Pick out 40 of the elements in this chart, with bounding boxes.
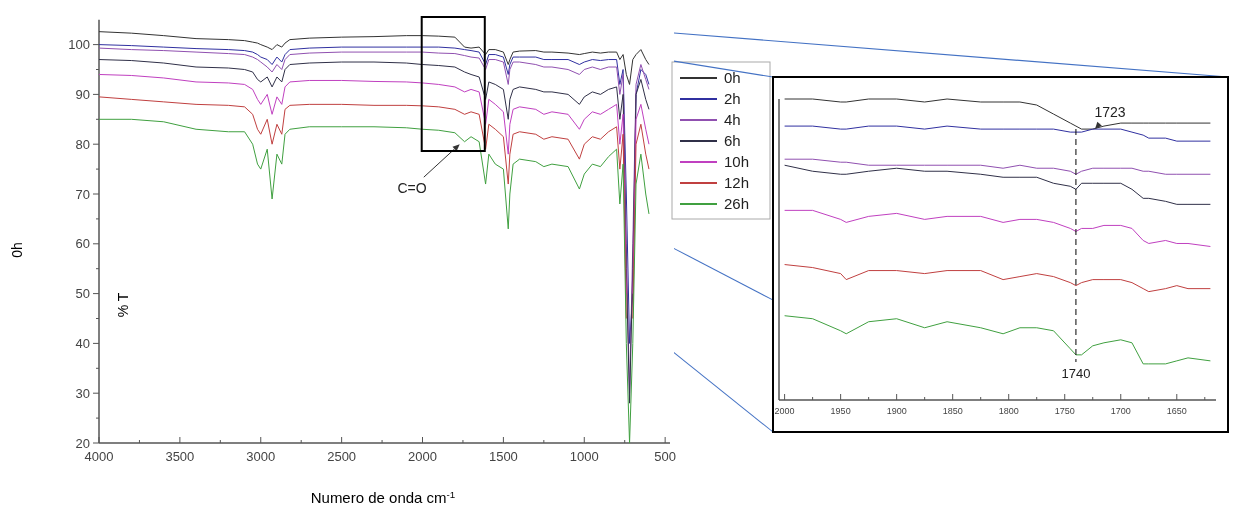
y-tick-label: 30 <box>75 385 90 401</box>
legend-label: 6h <box>724 132 741 150</box>
annotation: % T <box>115 292 131 318</box>
x-tick-label: 3500 <box>165 449 195 464</box>
x-tick-label: 1650 <box>1166 406 1187 416</box>
annotation: 1723 <box>1094 104 1126 120</box>
x-tick-label: 2000 <box>774 406 795 416</box>
legend-label: 2h <box>724 90 741 108</box>
legend-label: 4h <box>724 111 741 129</box>
y-tick-label: 50 <box>75 286 90 302</box>
x-tick-label: 2500 <box>327 449 357 464</box>
line-series <box>98 31 650 85</box>
y-tick-label: 60 <box>75 236 90 252</box>
x-tick-label: 1800 <box>998 406 1019 416</box>
x-tick-label: 2000 <box>408 449 437 464</box>
x-tick-label: 500 <box>654 449 676 464</box>
x-tick-label: 4000 <box>84 449 114 464</box>
x-tick-label: 3000 <box>246 449 276 464</box>
y-tick-label: 70 <box>75 186 90 202</box>
x-tick-label: 1850 <box>942 406 963 416</box>
x-tick-label: 1500 <box>488 449 518 464</box>
y-tick-label: 20 <box>75 435 90 451</box>
x-tick-label: 1950 <box>830 406 851 416</box>
legend-label: 0h <box>724 69 741 87</box>
x-tick-label: 1700 <box>1110 406 1131 416</box>
legend-label: 10h <box>724 153 750 171</box>
x-tick-label: 1750 <box>1054 406 1075 416</box>
x-axis-title: Numero de onda cm$^{-1}$ <box>310 488 456 506</box>
y-tick-label: 40 <box>75 335 90 351</box>
legend-label: 12h <box>724 174 750 192</box>
legend-label: 26h <box>724 195 750 213</box>
line-series <box>98 118 650 444</box>
ref-line-label: 1740 <box>1061 366 1091 381</box>
y-axis-title: 0h <box>9 242 25 258</box>
y-tick-label: 100 <box>68 37 90 53</box>
x-tick-label: 1900 <box>886 406 907 416</box>
x-tick-label: 1000 <box>569 449 599 464</box>
annotation: C=O <box>397 180 427 196</box>
y-tick-label: 80 <box>75 136 90 152</box>
y-tick-label: 90 <box>75 86 90 102</box>
